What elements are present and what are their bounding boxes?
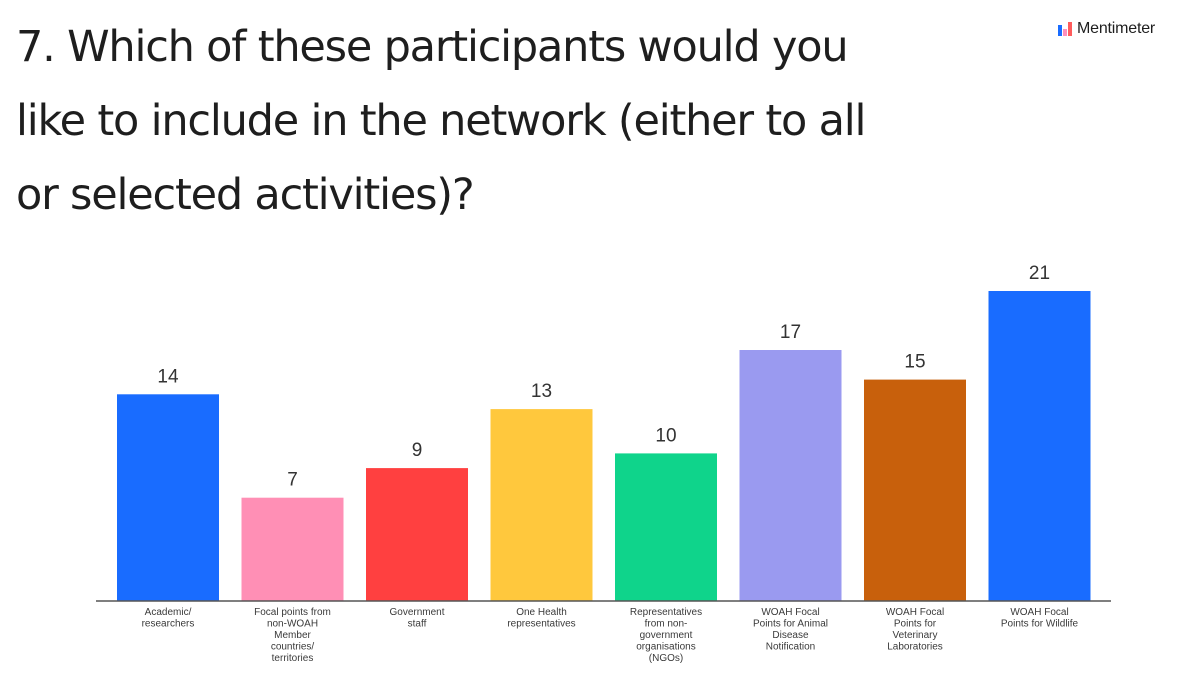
category-label-8: WOAH Focal Points for Wildlife	[1001, 607, 1079, 630]
category-label-1: Academic/researchers	[142, 607, 195, 630]
bar-value-label-3: 9	[412, 440, 423, 461]
bar-2	[241, 497, 344, 601]
bar-7	[864, 379, 966, 601]
brand-name: Mentimeter	[1077, 20, 1156, 37]
bar-value-label-5: 10	[655, 425, 676, 446]
bar-value-label-1: 14	[157, 366, 179, 387]
bar-8	[988, 291, 1091, 601]
bar-3	[366, 468, 468, 601]
bar-value-label-6: 17	[780, 322, 801, 343]
category-label-5: Representatives from non-government organi…	[630, 607, 702, 664]
category-label-6: WOAH Focal Points for Animal Disease Notifi…	[753, 607, 828, 653]
bar-5	[615, 453, 717, 601]
bar-value-label-7: 15	[904, 352, 925, 373]
bar-value-label-2: 7	[287, 470, 298, 491]
category-label-7: WOAH Focal Points for Veterinary Laboratori…	[886, 607, 944, 653]
mentimeter-logo-icon	[1058, 22, 1072, 36]
category-label-4: One Health representatives	[507, 607, 575, 630]
bars-layer	[117, 291, 1091, 601]
bar-value-label-4: 13	[531, 381, 552, 402]
category-label-3: Government staff	[389, 607, 444, 630]
mentimeter-brand: Mentimeter	[1058, 20, 1155, 38]
bar-6	[739, 350, 842, 601]
bar-1	[117, 394, 219, 601]
question-line-3: or selected activities)?	[16, 170, 475, 220]
question-line-2: like to include in the network (either t…	[16, 96, 866, 146]
category-label-2: Focal points from non-WOAH Member countries…	[254, 607, 331, 664]
bar-value-label-8: 21	[1029, 263, 1050, 284]
question-title: 7. Which of these participants would you…	[16, 10, 1016, 232]
labels-layer: 14 Academic/researchers 7 Focal points from…	[142, 263, 1079, 664]
bar-4	[490, 409, 593, 601]
question-line-1: 7. Which of these participants would you	[16, 22, 849, 72]
